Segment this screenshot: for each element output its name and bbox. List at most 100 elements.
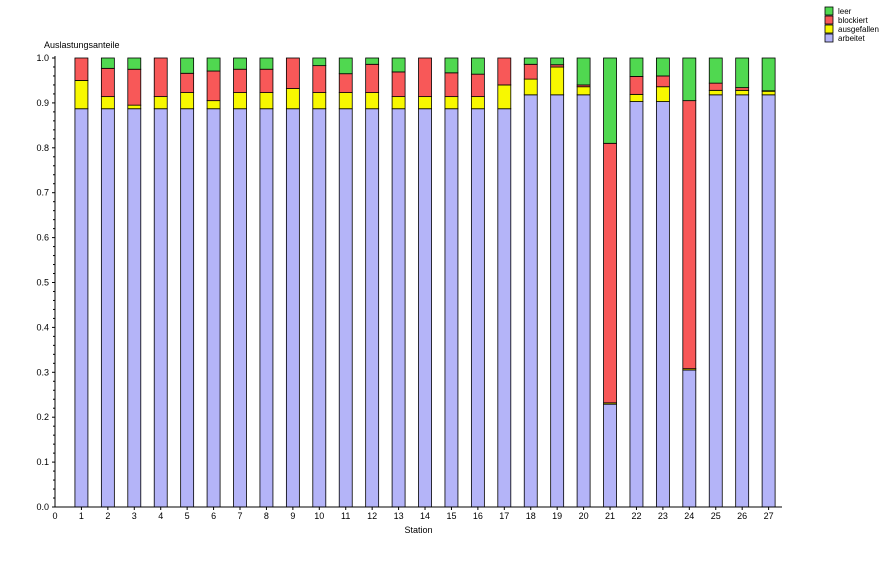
bar-segment-ausgefallen-9 <box>285 88 300 110</box>
bar-segment-blockiert-10 <box>312 65 327 93</box>
bar-segment-blockiert-7 <box>233 68 247 93</box>
legend-swatch-leer <box>824 6 834 16</box>
bar-segment-arbeitet-11 <box>338 108 353 508</box>
bar-segment-leer-23 <box>655 57 670 77</box>
bar-segment-leer-25 <box>708 57 723 84</box>
axes-group: 0.00.10.20.30.40.50.60.70.80.91.00 1 2 3 4 5 6… <box>36 53 782 521</box>
bar-segment-ausgefallen-12 <box>365 92 380 110</box>
legend-label-leer: leer <box>838 7 852 16</box>
bar-segment-arbeitet-26 <box>735 94 750 508</box>
bar-segment-blockiert-13 <box>391 71 406 98</box>
bar-segment-blockiert-26 <box>735 87 750 91</box>
bar-segment-blockiert-21 <box>603 142 617 404</box>
bar-segment-blockiert-15 <box>444 72 459 98</box>
x-tick-label: 2 <box>105 511 110 521</box>
bar-segment-arbeitet-27 <box>761 94 776 508</box>
x-tick-label: 6 <box>211 511 216 521</box>
x-tick-label: 3 <box>132 511 137 521</box>
y-tick-label: 0.7 <box>36 188 49 198</box>
x-tick-label: 7 <box>238 511 243 521</box>
y-tick-label: 0.9 <box>36 98 49 108</box>
bar-segment-leer-2 <box>100 57 115 69</box>
bar-segment-blockiert-12 <box>365 63 380 93</box>
bar-segment-arbeitet-23 <box>655 101 670 508</box>
bar-segment-arbeitet-25 <box>708 94 723 508</box>
bar-segment-leer-18 <box>523 57 538 65</box>
bar-segment-blockiert-16 <box>470 73 485 98</box>
bar-segment-blockiert-17 <box>497 57 512 86</box>
bar-segment-arbeitet-13 <box>391 108 406 508</box>
x-tick-label: 13 <box>394 511 404 521</box>
bar-segment-ausgefallen-8 <box>259 92 274 110</box>
bar-segment-leer-26 <box>735 57 750 89</box>
bar-segment-blockiert-6 <box>206 70 221 102</box>
bar-segment-arbeitet-19 <box>550 94 565 508</box>
bar-segment-ausgefallen-26 <box>735 89 750 96</box>
bar-segment-ausgefallen-7 <box>233 92 247 110</box>
bar-segment-arbeitet-15 <box>444 108 459 508</box>
bar-segment-ausgefallen-16 <box>470 96 485 110</box>
bar-segment-leer-16 <box>470 57 485 75</box>
bar-segment-leer-6 <box>206 57 221 72</box>
bar-segment-blockiert-9 <box>285 57 300 89</box>
bar-segment-ausgefallen-13 <box>391 96 406 110</box>
bar-segment-ausgefallen-11 <box>338 92 353 110</box>
bar-segment-arbeitet-4 <box>153 108 168 508</box>
bars-group <box>74 57 776 508</box>
legend-swatch-ausgefallen <box>824 24 834 34</box>
bar-segment-blockiert-11 <box>338 73 353 93</box>
bar-segment-leer-10 <box>312 57 327 67</box>
x-tick-label: 24 <box>684 511 694 521</box>
bar-segment-blockiert-4 <box>153 57 168 98</box>
x-tick-label: 4 <box>158 511 163 521</box>
y-tick-label: 1.0 <box>36 53 49 63</box>
bar-segment-blockiert-1 <box>74 57 89 81</box>
x-tick-label: 16 <box>473 511 483 521</box>
bar-segment-leer-7 <box>233 57 247 70</box>
bar-segment-leer-19 <box>550 57 565 66</box>
x-axis-title: Station <box>404 525 432 535</box>
x-tick-label: 20 <box>579 511 589 521</box>
bar-segment-ausgefallen-23 <box>655 86 670 102</box>
bar-segment-arbeitet-6 <box>206 108 221 508</box>
bar-segment-arbeitet-24 <box>682 369 697 508</box>
bar-segment-ausgefallen-22 <box>629 93 644 102</box>
bar-segment-ausgefallen-19 <box>550 66 565 96</box>
bar-segment-leer-5 <box>180 57 195 74</box>
bar-segment-leer-24 <box>682 57 697 102</box>
bar-segment-ausgefallen-27 <box>761 90 776 96</box>
bar-segment-ausgefallen-4 <box>153 96 168 110</box>
x-tick-label: 25 <box>711 511 721 521</box>
x-tick-label: 1 <box>79 511 84 521</box>
bar-segment-arbeitet-10 <box>312 108 327 508</box>
bar-segment-blockiert-23 <box>655 75 670 88</box>
bar-segment-arbeitet-14 <box>418 108 432 508</box>
legend-label-ausgefallen: ausgefallen <box>838 25 879 34</box>
x-tick-label: 22 <box>631 511 641 521</box>
bar-segment-arbeitet-12 <box>365 108 380 508</box>
y-tick-label: 0.1 <box>36 457 49 467</box>
bar-segment-blockiert-3 <box>127 68 142 106</box>
bar-segment-leer-11 <box>338 57 353 75</box>
x-tick-label: 10 <box>314 511 324 521</box>
bar-segment-ausgefallen-20 <box>576 86 591 96</box>
legend-swatch-arbeitet <box>824 33 834 43</box>
bar-segment-blockiert-22 <box>629 76 644 95</box>
bar-segment-leer-21 <box>603 57 617 144</box>
x-tick-label: 18 <box>526 511 536 521</box>
x-tick-label: 27 <box>764 511 774 521</box>
bar-segment-arbeitet-3 <box>127 108 142 508</box>
x-tick-label: 8 <box>264 511 269 521</box>
legend-label-arbeitet: arbeitet <box>838 34 865 43</box>
bar-segment-arbeitet-7 <box>233 108 247 508</box>
x-tick-label: 19 <box>552 511 562 521</box>
bar-segment-blockiert-2 <box>100 67 115 98</box>
bar-segment-arbeitet-20 <box>576 94 591 508</box>
bar-segment-leer-22 <box>629 57 644 77</box>
bar-segment-arbeitet-18 <box>523 94 538 508</box>
bar-segment-ausgefallen-17 <box>497 84 512 110</box>
y-tick-label: 0.5 <box>36 278 49 288</box>
bar-segment-leer-12 <box>365 57 380 65</box>
y-tick-label: 0.2 <box>36 412 49 422</box>
